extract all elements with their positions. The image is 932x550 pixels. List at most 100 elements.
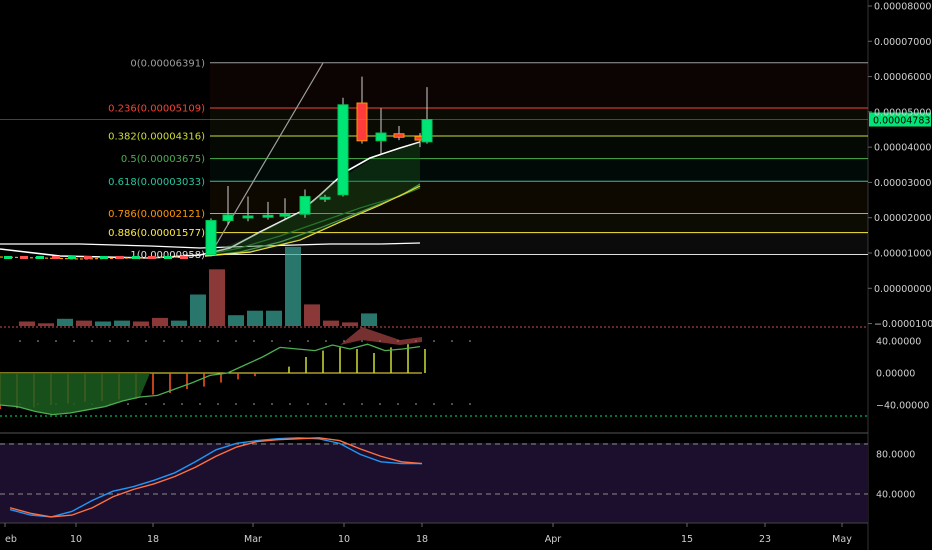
- price-tick-label: 0.00001000: [874, 249, 931, 260]
- macd-dot: [325, 403, 327, 405]
- volume-bar: [76, 320, 92, 326]
- fib-zone: [210, 158, 868, 182]
- volume-bar: [285, 246, 301, 326]
- macd-dot: [91, 340, 93, 342]
- fib-trend-line: [209, 62, 324, 256]
- fib-zone: [210, 108, 868, 136]
- ma-line-yellow: [204, 185, 421, 257]
- macd-dot: [469, 403, 471, 405]
- stoch-tick-label: 40.0000: [876, 490, 915, 501]
- price-tick-label: 0.00006000: [874, 72, 931, 83]
- candle-body: [356, 102, 368, 142]
- date-tick-label: eb: [5, 534, 17, 545]
- current-price-label: 0.00004783: [873, 116, 930, 127]
- macd-dot: [73, 340, 75, 342]
- macd-dot: [109, 340, 111, 342]
- macd-dot: [415, 403, 417, 405]
- candle-body: [262, 214, 274, 218]
- macd-dot: [307, 403, 309, 405]
- stoch-k-line: [9, 437, 422, 518]
- candle-body: [4, 256, 12, 259]
- candle-body: [132, 256, 140, 259]
- macd-tick-label: −40.00000: [876, 401, 929, 412]
- macd-dot: [181, 340, 183, 342]
- cloud-fill: [205, 142, 420, 255]
- macd-dot: [469, 340, 471, 342]
- macd-line: [0, 343, 421, 416]
- fib-zone: [210, 213, 868, 233]
- macd-dot: [199, 340, 201, 342]
- price-tick-label: 0.00007000: [874, 37, 931, 48]
- macd-dot: [127, 403, 129, 405]
- macd-dot: [433, 340, 435, 342]
- candle-body: [319, 196, 331, 200]
- macd-dot: [19, 340, 21, 342]
- fib-level-label: 0.5(0.00003675): [121, 154, 205, 165]
- date-tick-label: 18: [147, 534, 159, 545]
- macd-dot: [37, 340, 39, 342]
- fib-level-label: 0.886(0.00001577): [108, 228, 205, 239]
- macd-dot: [451, 340, 453, 342]
- macd-dot: [433, 403, 435, 405]
- macd-dot: [271, 340, 273, 342]
- macd-dot: [397, 403, 399, 405]
- macd-dot: [181, 403, 183, 405]
- candle-body: [36, 256, 44, 259]
- date-tick-label: Mar: [244, 534, 262, 545]
- date-tick-label: 18: [416, 534, 428, 545]
- candle-body: [180, 256, 188, 259]
- macd-dot: [199, 403, 201, 405]
- volume-bar: [19, 321, 35, 326]
- candle-body: [164, 256, 172, 259]
- macd-dot: [127, 340, 129, 342]
- macd-dot: [361, 340, 363, 342]
- stoch-band: [0, 443, 868, 523]
- candle-body: [52, 256, 60, 259]
- fib-level-label: 0.236(0.00005109): [108, 104, 205, 115]
- candle-body: [299, 196, 311, 215]
- price-tick-label: 0.00004000: [874, 143, 931, 154]
- candle-body: [84, 256, 92, 259]
- date-tick-label: Apr: [545, 534, 562, 545]
- macd-tick-label: 0.00000: [876, 369, 915, 380]
- current-price-badge: [869, 112, 931, 127]
- candle-body: [421, 119, 433, 143]
- price-tick-label: −0.00001000: [874, 319, 932, 330]
- macd-red-cloud: [340, 327, 422, 345]
- macd-dot: [163, 340, 165, 342]
- candle-body: [100, 256, 108, 259]
- macd-dot: [379, 403, 381, 405]
- macd-dot: [253, 340, 255, 342]
- fib-zone: [210, 232, 868, 255]
- macd-dot: [271, 403, 273, 405]
- macd-dot: [307, 340, 309, 342]
- ma-line-baseline: [0, 242, 421, 249]
- candle-body: [148, 256, 156, 259]
- candle-body: [393, 133, 405, 138]
- macd-dot: [343, 403, 345, 405]
- date-tick-label: 23: [759, 534, 771, 545]
- date-tick-label: 10: [70, 534, 82, 545]
- volume-bar: [361, 313, 377, 326]
- stoch-d-line: [9, 437, 423, 518]
- volume-bar: [304, 304, 320, 326]
- fib-zone: [210, 135, 868, 159]
- macd-dot: [145, 340, 147, 342]
- volume-bar: [323, 320, 339, 326]
- fib-level-label: 0.382(0.00004316): [108, 131, 205, 142]
- fib-level-label: 0.618(0.00003033): [108, 177, 205, 188]
- macd-dot: [325, 340, 327, 342]
- fib-zone: [210, 62, 868, 109]
- macd-tick-label: 40.00000: [876, 337, 921, 348]
- volume-bar: [190, 294, 206, 326]
- macd-dot: [163, 403, 165, 405]
- macd-dot: [217, 403, 219, 405]
- date-tick-label: 10: [338, 534, 350, 545]
- volume-bar: [209, 269, 225, 326]
- fib-level-label: 0(0.00006391): [130, 58, 205, 69]
- candle-body: [375, 132, 387, 142]
- volume-bar: [57, 318, 73, 326]
- volume-bar: [342, 322, 358, 326]
- macd-dot: [289, 403, 291, 405]
